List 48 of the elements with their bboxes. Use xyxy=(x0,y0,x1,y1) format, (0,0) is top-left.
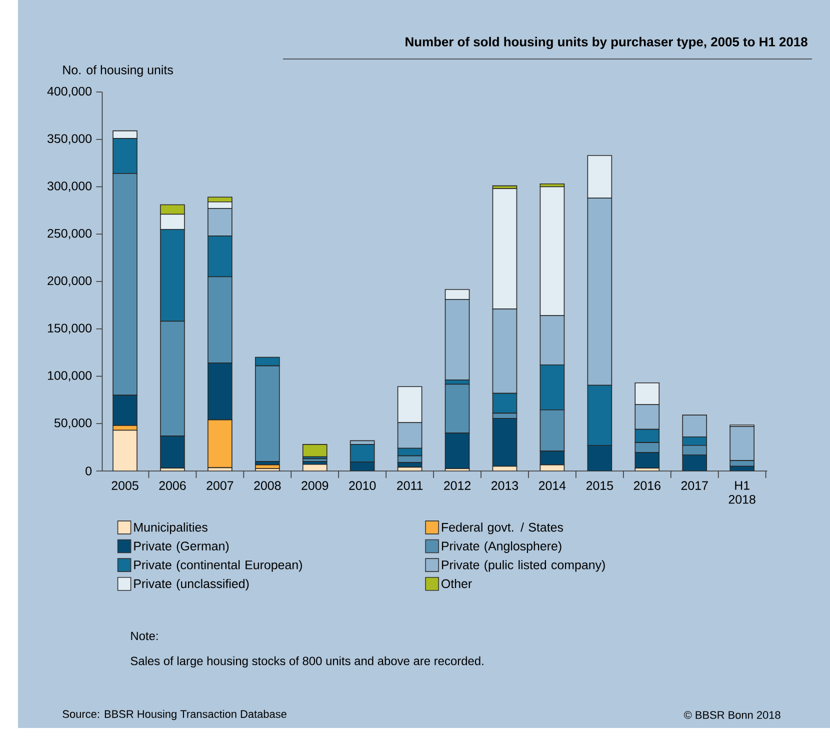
bar xyxy=(444,432,470,470)
y-tick-label: 300,000 xyxy=(47,182,92,192)
x-tick-label: 2016 xyxy=(634,481,660,490)
bar xyxy=(492,418,518,467)
x-tick-label: 2013 xyxy=(492,481,518,490)
y-tick-label: 0 xyxy=(86,466,92,476)
x-tick-label: 2011 xyxy=(397,481,423,490)
x-tick-label: 2008 xyxy=(254,481,281,490)
bar xyxy=(587,445,612,471)
x-tick-label: 2005 xyxy=(112,481,138,490)
text: Sales of large housing stocks of 800 units and above are recorded. xyxy=(130,656,484,668)
bar xyxy=(112,394,138,426)
bar xyxy=(112,430,138,471)
legend-label: Private (unclassified) xyxy=(134,578,249,591)
x-tick-label: 2014 xyxy=(538,481,566,490)
bar xyxy=(350,444,375,462)
bar xyxy=(208,362,232,420)
y-tick-label: 250,000 xyxy=(48,228,92,240)
legend-label: Private (German) xyxy=(134,541,229,553)
text: © BBSR Bonn 2018 xyxy=(684,711,780,719)
x-tick-label: 2010 xyxy=(349,481,376,490)
x-tick-label: H1 2018 xyxy=(728,481,756,504)
y-tick-label: 100,000 xyxy=(48,371,92,382)
chart-title: Number of sold housing units by purchaser type, 2005 to H1 2018 xyxy=(406,36,808,50)
text: Note: xyxy=(131,632,158,640)
y-tick-label: 200,000 xyxy=(48,276,92,287)
bar xyxy=(160,436,185,469)
y-tick-label: 400,000 xyxy=(47,86,92,98)
x-tick-label: 2012 xyxy=(444,481,470,490)
bar xyxy=(444,384,470,434)
legend-label: Municipalities xyxy=(134,522,208,534)
x-tick-label: 2007 xyxy=(206,481,234,490)
legend-label: Federal govt. / States xyxy=(442,522,564,534)
x-tick-label: 2017 xyxy=(681,481,708,490)
y-axis-title: No. of housing units xyxy=(63,65,173,77)
y-tick-label: 50,000 xyxy=(54,418,92,429)
x-tick-label: 2015 xyxy=(586,481,613,490)
legend-label: Other xyxy=(442,578,472,588)
bar xyxy=(540,450,565,466)
bar xyxy=(302,444,328,458)
y-tick-label: 350,000 xyxy=(47,134,92,145)
x-tick-label: 2009 xyxy=(302,481,328,490)
legend-label: Private (pulic listed company) xyxy=(442,560,605,572)
source-note: Source: BBSR Housing Transaction Database xyxy=(62,710,286,720)
y-tick-label: 150,000 xyxy=(48,324,92,334)
legend-label: Private (continental European) xyxy=(134,560,302,572)
x-tick-label: 2006 xyxy=(159,481,186,490)
legend-label: Private (Anglosphere) xyxy=(442,541,562,553)
